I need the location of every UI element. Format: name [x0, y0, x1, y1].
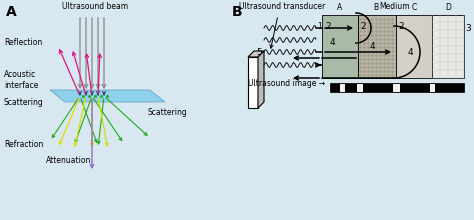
Text: 4: 4: [329, 37, 335, 46]
Polygon shape: [258, 51, 264, 108]
Polygon shape: [248, 57, 258, 108]
Text: Ultrasound transducer: Ultrasound transducer: [239, 2, 325, 11]
Bar: [322, 15, 358, 78]
Bar: [358, 15, 396, 78]
Text: Acoustic
interface: Acoustic interface: [4, 70, 38, 90]
Text: B: B: [232, 5, 243, 19]
Text: A: A: [6, 5, 17, 19]
Text: 2: 2: [325, 22, 331, 31]
Bar: [340, 84, 345, 92]
Text: Scattering: Scattering: [148, 108, 188, 117]
Text: Reflection: Reflection: [4, 37, 42, 46]
Text: 5: 5: [256, 48, 262, 57]
Text: 3: 3: [465, 24, 471, 33]
Text: C: C: [411, 3, 417, 12]
Polygon shape: [50, 90, 165, 102]
Text: B: B: [374, 3, 379, 12]
Text: Attenuation: Attenuation: [46, 156, 91, 165]
Text: A: A: [337, 3, 343, 12]
Text: Scattering: Scattering: [4, 97, 44, 106]
Text: 2: 2: [360, 22, 366, 31]
Bar: [432, 15, 464, 78]
Text: Ultrasound image →: Ultrasound image →: [248, 79, 325, 88]
Text: Medium: Medium: [380, 2, 410, 11]
Bar: [357, 84, 363, 92]
Bar: [393, 84, 400, 92]
Text: D: D: [445, 3, 451, 12]
Bar: [396, 15, 432, 78]
Bar: [330, 83, 464, 92]
Text: Refraction: Refraction: [4, 139, 44, 148]
Text: 1: 1: [317, 22, 322, 31]
Text: Ultrasound beam: Ultrasound beam: [62, 2, 128, 11]
Text: 4: 4: [407, 48, 413, 57]
Bar: [430, 84, 435, 92]
Text: 2: 2: [398, 22, 404, 31]
Text: 4: 4: [369, 42, 375, 51]
Polygon shape: [248, 51, 264, 57]
